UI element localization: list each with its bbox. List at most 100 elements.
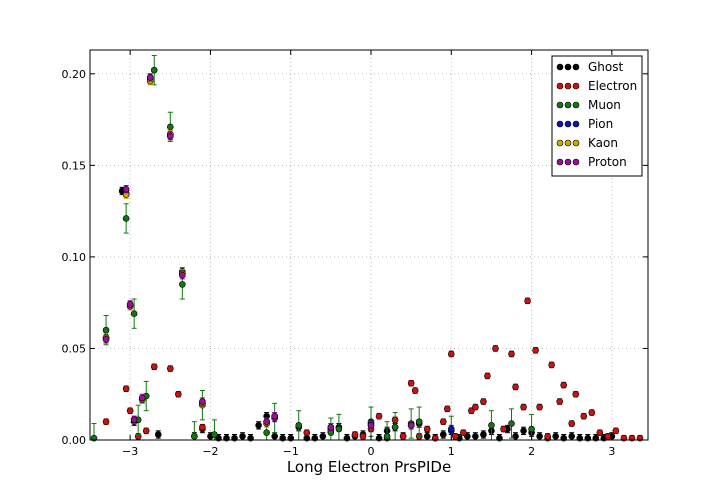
electron-point — [359, 433, 367, 440]
y-tick-label: 0.00 — [62, 434, 87, 447]
muon-point — [295, 422, 303, 429]
muon-point — [166, 123, 174, 131]
pion-point — [447, 425, 455, 433]
muon-point — [150, 66, 158, 74]
electron-point — [492, 345, 499, 352]
proton-point — [407, 422, 415, 429]
electron-point — [568, 420, 576, 427]
legend-label-muon: Muon — [588, 98, 621, 112]
legend-marker-kaon — [572, 139, 580, 147]
electron-point — [544, 433, 551, 440]
legend-marker-ghost — [572, 63, 580, 71]
electron-point — [572, 390, 580, 398]
x-tick-label: 3 — [608, 445, 615, 458]
y-tick-label: 0.05 — [62, 342, 87, 355]
ghost-point — [239, 433, 246, 440]
electron-point — [480, 398, 487, 405]
ghost-point — [472, 433, 479, 440]
ghost-point — [512, 433, 519, 440]
legend-marker-muon — [572, 101, 580, 109]
electron-point — [588, 409, 596, 416]
electron-point — [443, 405, 451, 413]
electron-point — [411, 387, 419, 394]
proton-point — [263, 418, 270, 425]
muon-point — [508, 420, 515, 427]
muon-point — [211, 431, 218, 438]
y-tick-label: 0.15 — [62, 159, 87, 172]
legend-marker-ghost — [564, 63, 572, 71]
muon-point — [130, 310, 138, 317]
legend-marker-pion — [572, 120, 580, 128]
electron-point — [175, 390, 182, 398]
x-tick-label: −3 — [122, 445, 138, 458]
x-tick-label: 0 — [368, 445, 375, 458]
legend-marker-pion — [556, 120, 564, 128]
muon-point — [335, 425, 343, 433]
electron-point — [508, 350, 515, 358]
electron-point — [447, 350, 455, 358]
proton-point — [166, 132, 174, 140]
proton-point — [138, 394, 146, 402]
muon-point — [415, 418, 423, 425]
electron-point — [524, 297, 531, 305]
electron-point — [166, 365, 174, 372]
legend-marker-electron — [572, 82, 580, 90]
muon-point — [528, 425, 535, 433]
electron-point — [500, 425, 507, 433]
legend-label-pion: Pion — [588, 117, 613, 131]
legend-marker-proton — [556, 158, 564, 166]
ghost-point — [154, 431, 162, 438]
ghost-point — [552, 433, 559, 440]
electron-point — [126, 407, 134, 415]
plot-frame — [89, 49, 649, 441]
ghost-point — [271, 433, 278, 440]
electron-point — [472, 403, 479, 411]
proton-point — [122, 185, 130, 193]
proton-point — [327, 423, 335, 431]
electron-point — [604, 433, 612, 440]
legend-marker-proton — [572, 158, 580, 166]
electron-point — [612, 427, 620, 435]
proton-point — [179, 271, 186, 279]
muon-point — [102, 326, 110, 334]
proton-point — [130, 416, 138, 424]
ghost-point — [439, 431, 447, 438]
electron-point — [375, 412, 383, 420]
electron-point — [596, 429, 604, 436]
electron-point — [439, 418, 447, 425]
ghost-point — [255, 422, 262, 429]
electron-point — [460, 429, 467, 436]
electron-point — [407, 379, 415, 387]
electron-point — [150, 363, 158, 371]
muon-point — [488, 422, 495, 429]
electron-point — [399, 433, 407, 440]
electron-point — [484, 372, 491, 380]
y-tick-label: 0.10 — [62, 251, 87, 264]
proton-point — [367, 422, 375, 429]
axis-ticks: −3 −2 −1 0 1 2 3 0.00 0.05 0.10 0.15 0.20 — [62, 50, 648, 458]
electron-point — [452, 433, 459, 440]
electron-point — [560, 381, 567, 389]
ghost-point — [520, 427, 527, 435]
legend-label-electron: Electron — [588, 79, 637, 93]
legend-marker-muon — [556, 101, 564, 109]
electron-point — [520, 403, 527, 411]
electron-point — [199, 423, 206, 431]
ghost-point — [536, 433, 543, 440]
electron-point — [536, 403, 543, 411]
electron-point — [468, 407, 475, 415]
electron-point — [548, 361, 555, 369]
legend-marker-muon — [564, 101, 572, 109]
legend-marker-electron — [564, 82, 572, 90]
muon-point — [191, 433, 198, 440]
electron-point — [142, 427, 150, 435]
electron-point — [423, 425, 431, 433]
proton-point — [199, 398, 206, 405]
proton-point — [126, 301, 134, 308]
legend-marker-kaon — [556, 139, 564, 147]
electron-point — [351, 431, 359, 438]
proton-point — [271, 412, 278, 420]
legend: Ghost Electron Muon Pion Kaon Proton — [551, 55, 643, 177]
ghost-point — [423, 433, 431, 440]
